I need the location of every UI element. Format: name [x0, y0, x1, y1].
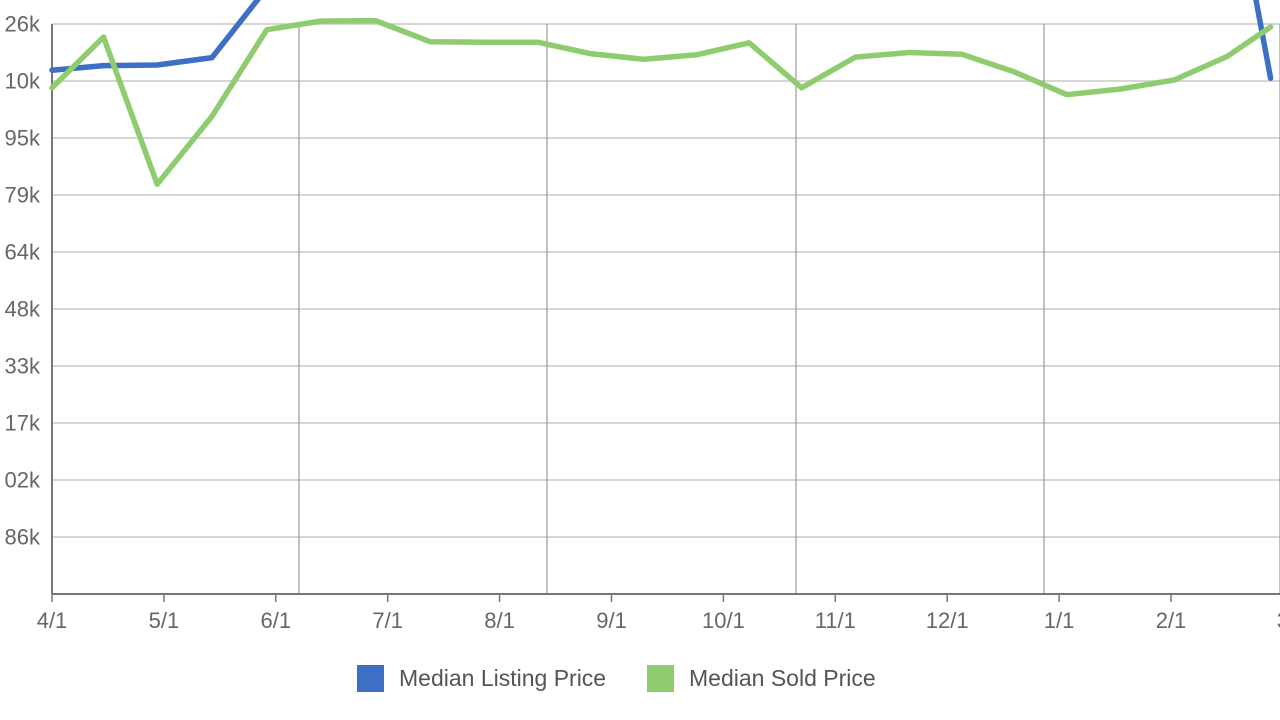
- series-line: [49, 17, 1274, 187]
- x-tick-label: 3: [1277, 608, 1280, 633]
- y-tick-label: 48k: [5, 297, 41, 322]
- x-tick-label: 8/1: [484, 608, 515, 633]
- chart-axis-labels: 4/1 5/1 6/1 7/1 8/1 9/1 10/1 11/1 12/1 1/1 2/1 3 26k…: [5, 12, 1280, 634]
- y-tick-label: 79k: [5, 183, 41, 208]
- x-tick-label: 7/1: [372, 608, 403, 633]
- y-tick-label: 10k: [5, 69, 41, 94]
- y-tick-label: 64k: [5, 240, 41, 265]
- y-tick-label: 95k: [5, 126, 41, 151]
- x-tick-label: 4/1: [37, 608, 68, 633]
- chart-grid: [51, 23, 1280, 595]
- legend-swatch: [647, 665, 674, 692]
- x-tick-label: 6/1: [261, 608, 292, 633]
- y-tick-label: 02k: [5, 468, 41, 493]
- legend-label[interactable]: Median Sold Price: [689, 665, 876, 691]
- legend-swatch: [357, 665, 384, 692]
- y-tick-label: 33k: [5, 354, 41, 379]
- y-tick-label: 86k: [5, 525, 41, 550]
- chart-series: [49, 0, 1274, 187]
- x-tick-label: 9/1: [596, 608, 627, 633]
- x-tick-label: 2/1: [1156, 608, 1187, 633]
- series-line: [49, 0, 1274, 81]
- x-tick-label: 5/1: [149, 608, 180, 633]
- x-tick-label: 12/1: [926, 608, 969, 633]
- y-tick-label: 26k: [5, 12, 41, 37]
- x-tick-label: 11/1: [815, 608, 856, 633]
- x-tick-label: 10/1: [702, 608, 745, 633]
- y-tick-label: 17k: [5, 411, 41, 436]
- legend-label[interactable]: Median Listing Price: [399, 665, 606, 691]
- x-tick-label: 1/1: [1044, 608, 1075, 633]
- chart-legend[interactable]: Median Listing Price Median Sold Price: [357, 665, 876, 692]
